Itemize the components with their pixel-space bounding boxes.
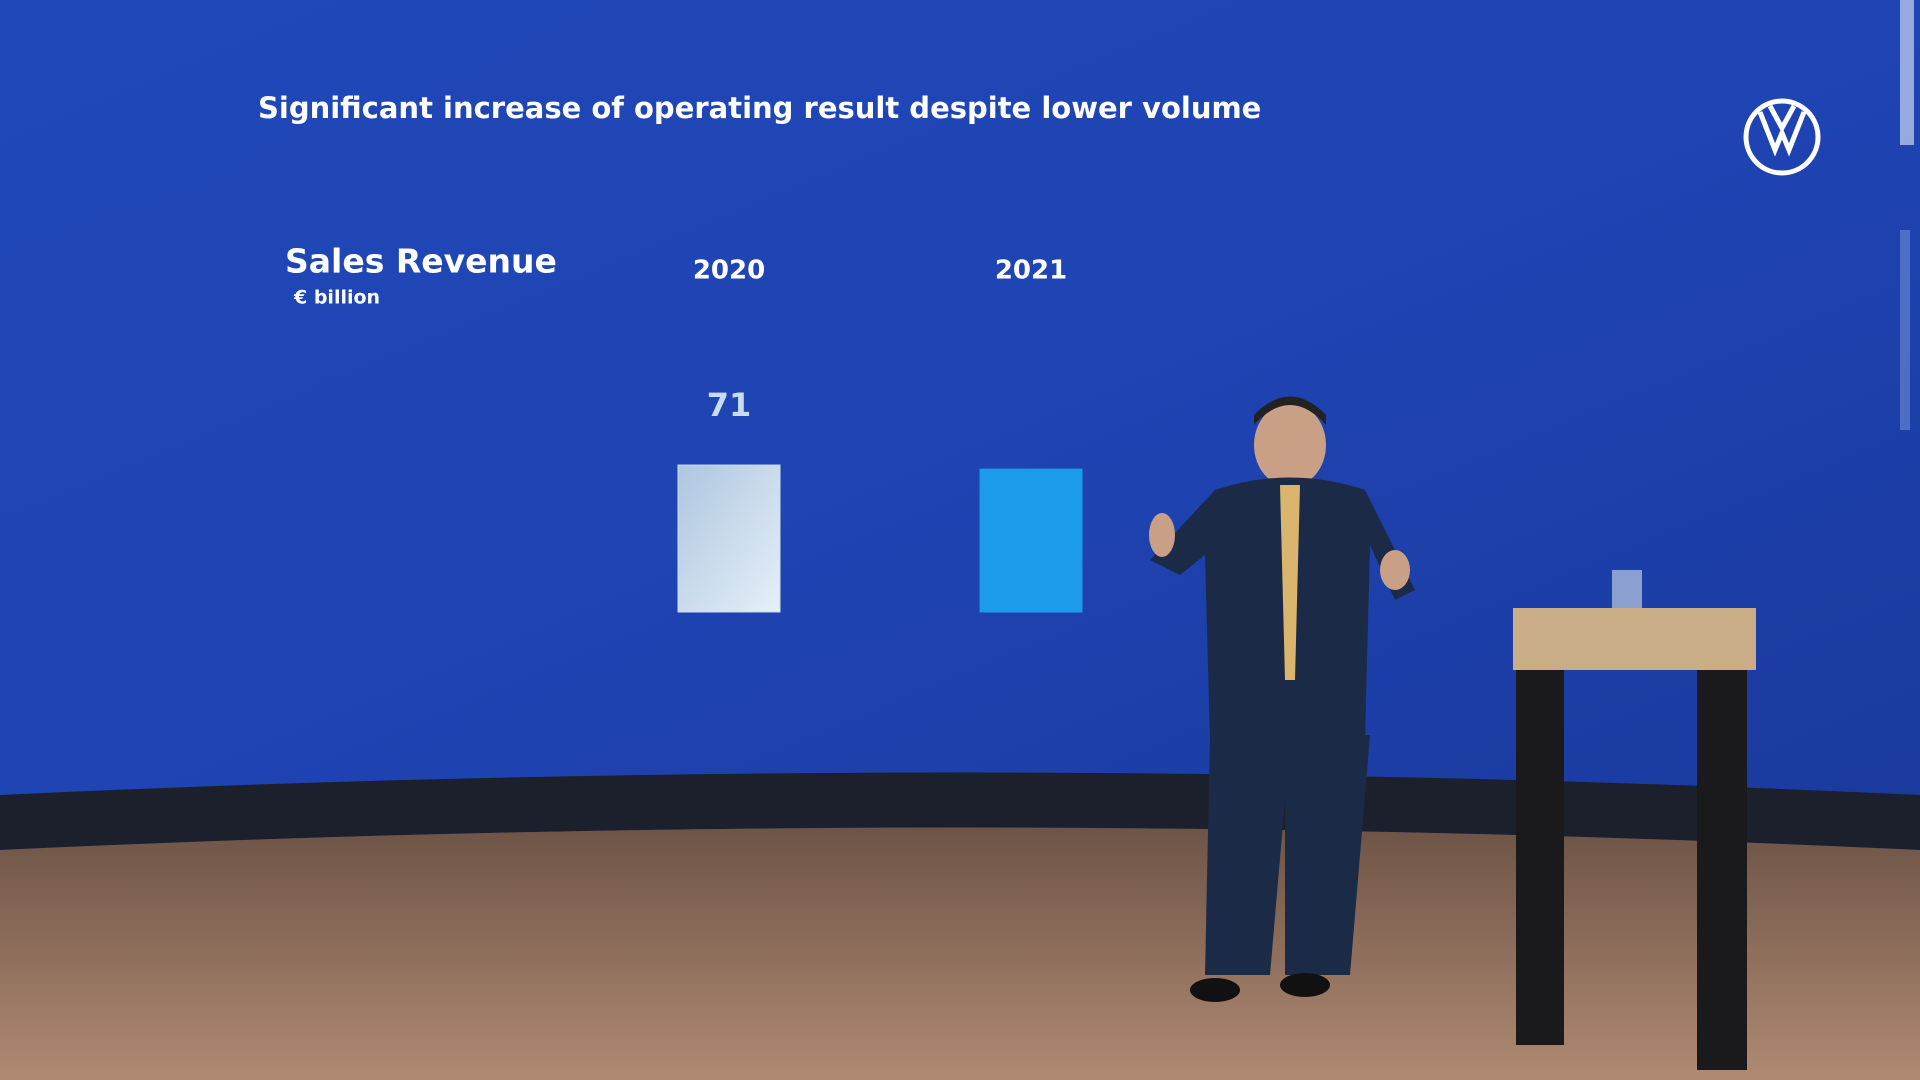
vw-logo: [1743, 98, 1821, 176]
unit-label: € billion: [293, 287, 380, 309]
value-label: 71: [707, 386, 752, 424]
wall-base: [0, 772, 1920, 850]
x-category-label: 2020: [693, 256, 765, 286]
podium: [1513, 570, 1756, 1070]
slide-title: Significant increase of operating result…: [258, 91, 1261, 125]
floor: [0, 827, 1920, 1080]
bar: [677, 464, 781, 613]
screen-edge: [1900, 230, 1910, 430]
x-category-label: 2021: [995, 256, 1067, 286]
screen-edge: [1900, 0, 1914, 145]
bar: [979, 468, 1083, 613]
presenter: [1149, 396, 1415, 1002]
chart-subtitle: Sales Revenue: [285, 242, 557, 281]
